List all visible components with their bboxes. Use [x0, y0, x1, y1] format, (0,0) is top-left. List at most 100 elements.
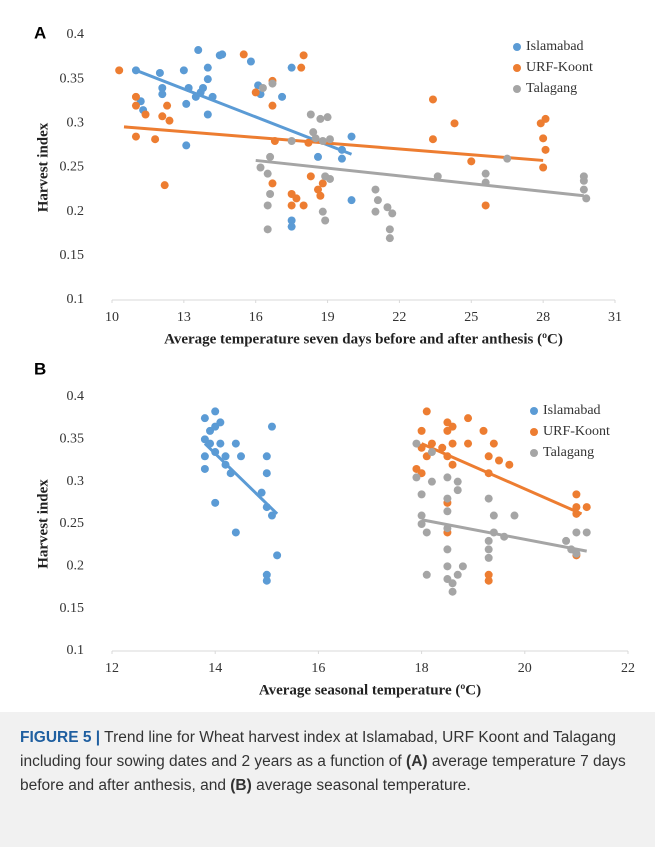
point [443, 473, 452, 482]
point [321, 216, 330, 225]
point [448, 422, 457, 431]
point [287, 63, 296, 72]
point [572, 528, 581, 537]
point [450, 119, 459, 128]
point [385, 234, 394, 243]
point [246, 57, 255, 66]
y-tick-label: 0.3 [67, 116, 85, 131]
point [337, 154, 346, 163]
point [131, 101, 140, 110]
point [299, 201, 308, 210]
point [539, 134, 548, 143]
point [263, 169, 272, 178]
y-axis-label: Harvest index [35, 122, 51, 212]
point [371, 185, 380, 194]
point [199, 84, 208, 92]
point [443, 507, 452, 516]
point [158, 84, 167, 92]
point [479, 426, 488, 435]
point [262, 452, 271, 461]
point [194, 46, 203, 55]
point [262, 469, 271, 478]
point [453, 477, 462, 486]
point [287, 137, 296, 145]
point [268, 101, 277, 110]
point [541, 114, 550, 123]
point [481, 201, 490, 210]
point [422, 570, 431, 579]
point [572, 490, 581, 499]
legend-label: Islamabad [543, 403, 601, 418]
point [325, 135, 334, 144]
point [579, 185, 588, 194]
caption-text: (B) [230, 777, 252, 794]
point [287, 222, 296, 231]
x-tick-label: 22 [392, 310, 406, 325]
point [412, 439, 421, 448]
x-tick-label: 14 [208, 661, 222, 676]
point [263, 225, 272, 234]
point [495, 456, 503, 465]
point [218, 50, 227, 59]
point [221, 452, 230, 461]
y-tick-label: 0.25 [60, 516, 85, 531]
x-tick-label: 19 [321, 310, 335, 325]
point [438, 443, 447, 452]
y-tick-label: 0.4 [67, 27, 85, 42]
point [268, 79, 277, 88]
point [417, 511, 426, 520]
point [510, 511, 519, 520]
legend-label: URF-Koont [543, 424, 610, 439]
point [231, 528, 240, 537]
point [448, 587, 457, 596]
point [216, 439, 225, 448]
point [239, 50, 248, 59]
point [165, 116, 174, 125]
y-tick-label: 0.3 [67, 474, 85, 489]
point [262, 570, 271, 579]
point [237, 452, 245, 461]
y-tick-label: 0.15 [60, 248, 85, 263]
point [160, 181, 169, 190]
point [464, 414, 473, 423]
caption-text: Trend line for Wheat harvest index at Is… [20, 729, 616, 770]
point [489, 439, 498, 448]
point [388, 209, 397, 218]
caption: FIGURE 5 | Trend line for Wheat harvest … [0, 712, 655, 847]
point [318, 207, 327, 216]
point [158, 112, 167, 121]
point [481, 169, 490, 178]
point [484, 576, 493, 585]
point [306, 110, 315, 119]
point [263, 201, 272, 210]
point [155, 68, 164, 77]
point [258, 84, 267, 92]
point [306, 172, 315, 181]
point [347, 196, 356, 205]
point [313, 185, 322, 194]
point [287, 201, 296, 210]
y-tick-label: 0.4 [67, 389, 85, 404]
point [385, 225, 394, 234]
point [412, 473, 421, 482]
point [316, 114, 325, 123]
legend-label: Talagang [543, 445, 594, 460]
point [287, 216, 296, 225]
legend-label: Islamabad [526, 39, 584, 54]
point [151, 135, 160, 144]
point [417, 490, 426, 499]
legend-marker [530, 428, 538, 436]
point [503, 154, 512, 163]
legend-marker [530, 407, 538, 415]
legend-marker [513, 43, 521, 51]
point [427, 477, 436, 486]
point [266, 190, 275, 198]
point [163, 101, 172, 110]
legend-label: URF-Koont [526, 60, 593, 75]
point [256, 163, 265, 172]
point [562, 536, 571, 545]
x-tick-label: 16 [249, 310, 263, 325]
point [428, 135, 437, 144]
point [323, 113, 332, 122]
point [582, 194, 591, 203]
